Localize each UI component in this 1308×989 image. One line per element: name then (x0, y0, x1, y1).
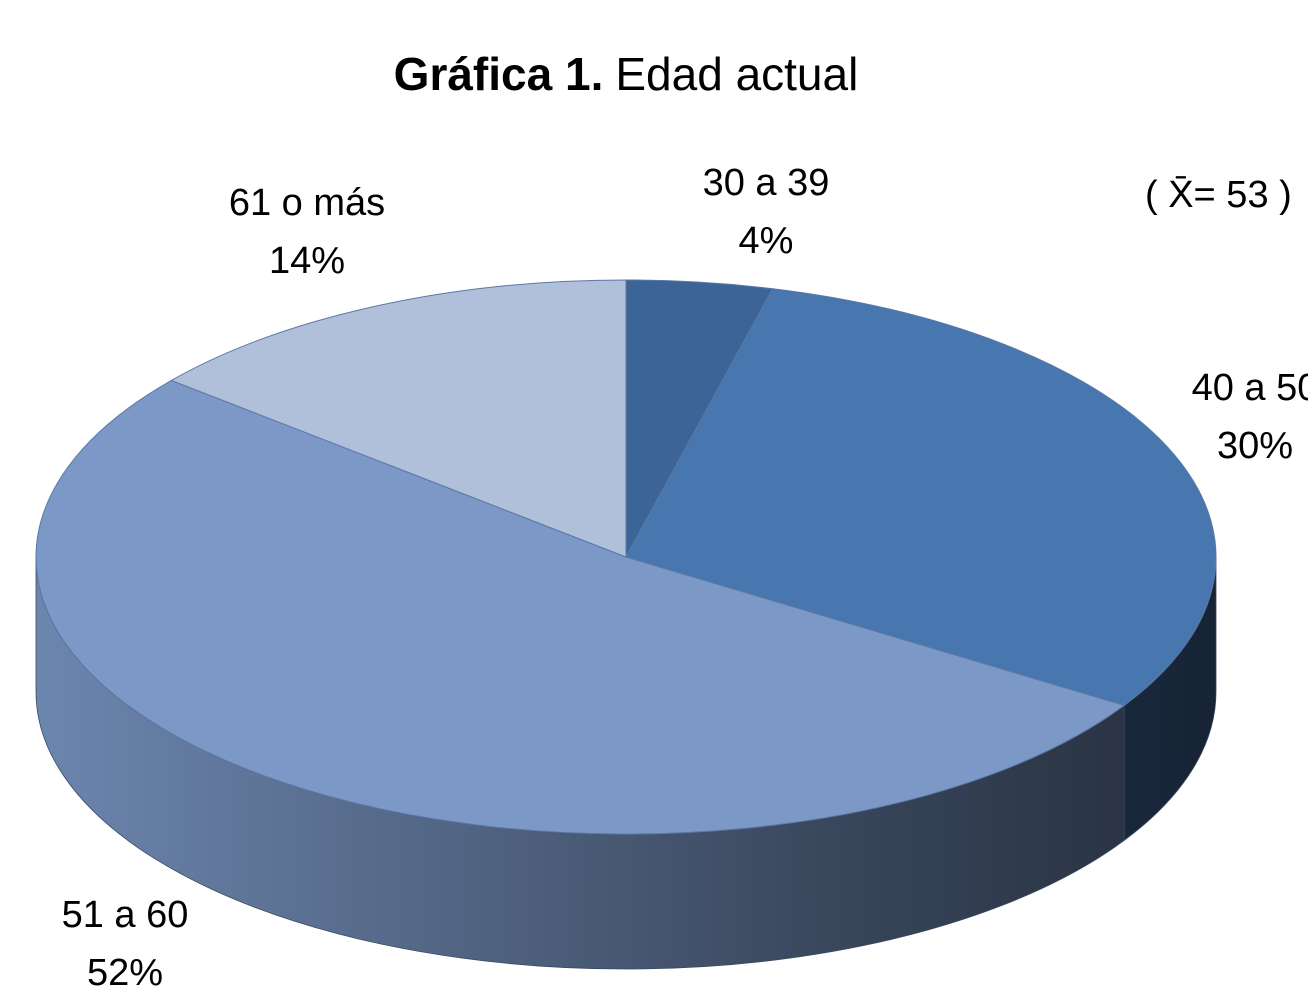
slice-value-label: 30% (1217, 425, 1293, 467)
slice (170, 279, 627, 558)
slice-label: 51 a 60 (62, 894, 189, 936)
title-bold: Gráfica 1. (394, 48, 604, 100)
slice-value-label: 4% (739, 220, 794, 262)
slice-label: 61 o más (229, 182, 385, 224)
title-text: Edad actual (615, 48, 858, 100)
slice-value-label: 52% (87, 952, 163, 989)
slice-label: 40 a 50 (1192, 367, 1308, 409)
slice-label: 30 a 39 (703, 162, 830, 204)
slice (35, 379, 1126, 835)
annotation: ( X̄= 53 ) (1145, 174, 1292, 216)
chart-title: Gráfica 1. Edad actual (394, 48, 859, 100)
slice-value-label: 14% (269, 240, 345, 282)
slice (625, 288, 1217, 706)
